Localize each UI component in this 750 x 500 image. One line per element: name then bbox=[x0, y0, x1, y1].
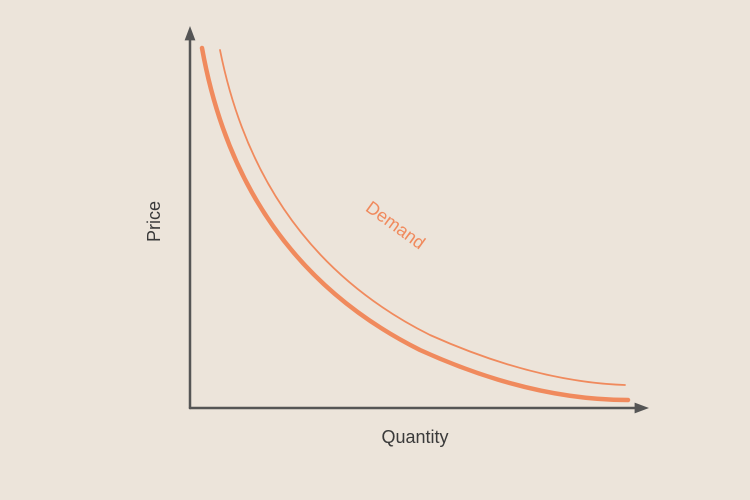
x-axis-label: Quantity bbox=[381, 427, 448, 447]
demand-curve-chart: DemandPriceQuantity bbox=[0, 0, 750, 500]
chart-svg: DemandPriceQuantity bbox=[0, 0, 750, 500]
chart-background bbox=[0, 0, 750, 500]
y-axis-label: Price bbox=[144, 201, 164, 242]
